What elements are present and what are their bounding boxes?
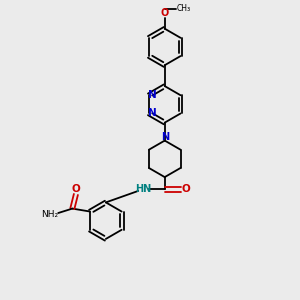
Text: HN: HN [135, 184, 151, 194]
Text: NH₂: NH₂ [41, 210, 58, 219]
Text: O: O [182, 184, 190, 194]
Text: CH₃: CH₃ [177, 4, 191, 13]
Text: N: N [161, 132, 169, 142]
Text: N: N [148, 90, 157, 100]
Text: O: O [71, 184, 80, 194]
Text: N: N [148, 109, 157, 118]
Text: O: O [160, 8, 169, 18]
